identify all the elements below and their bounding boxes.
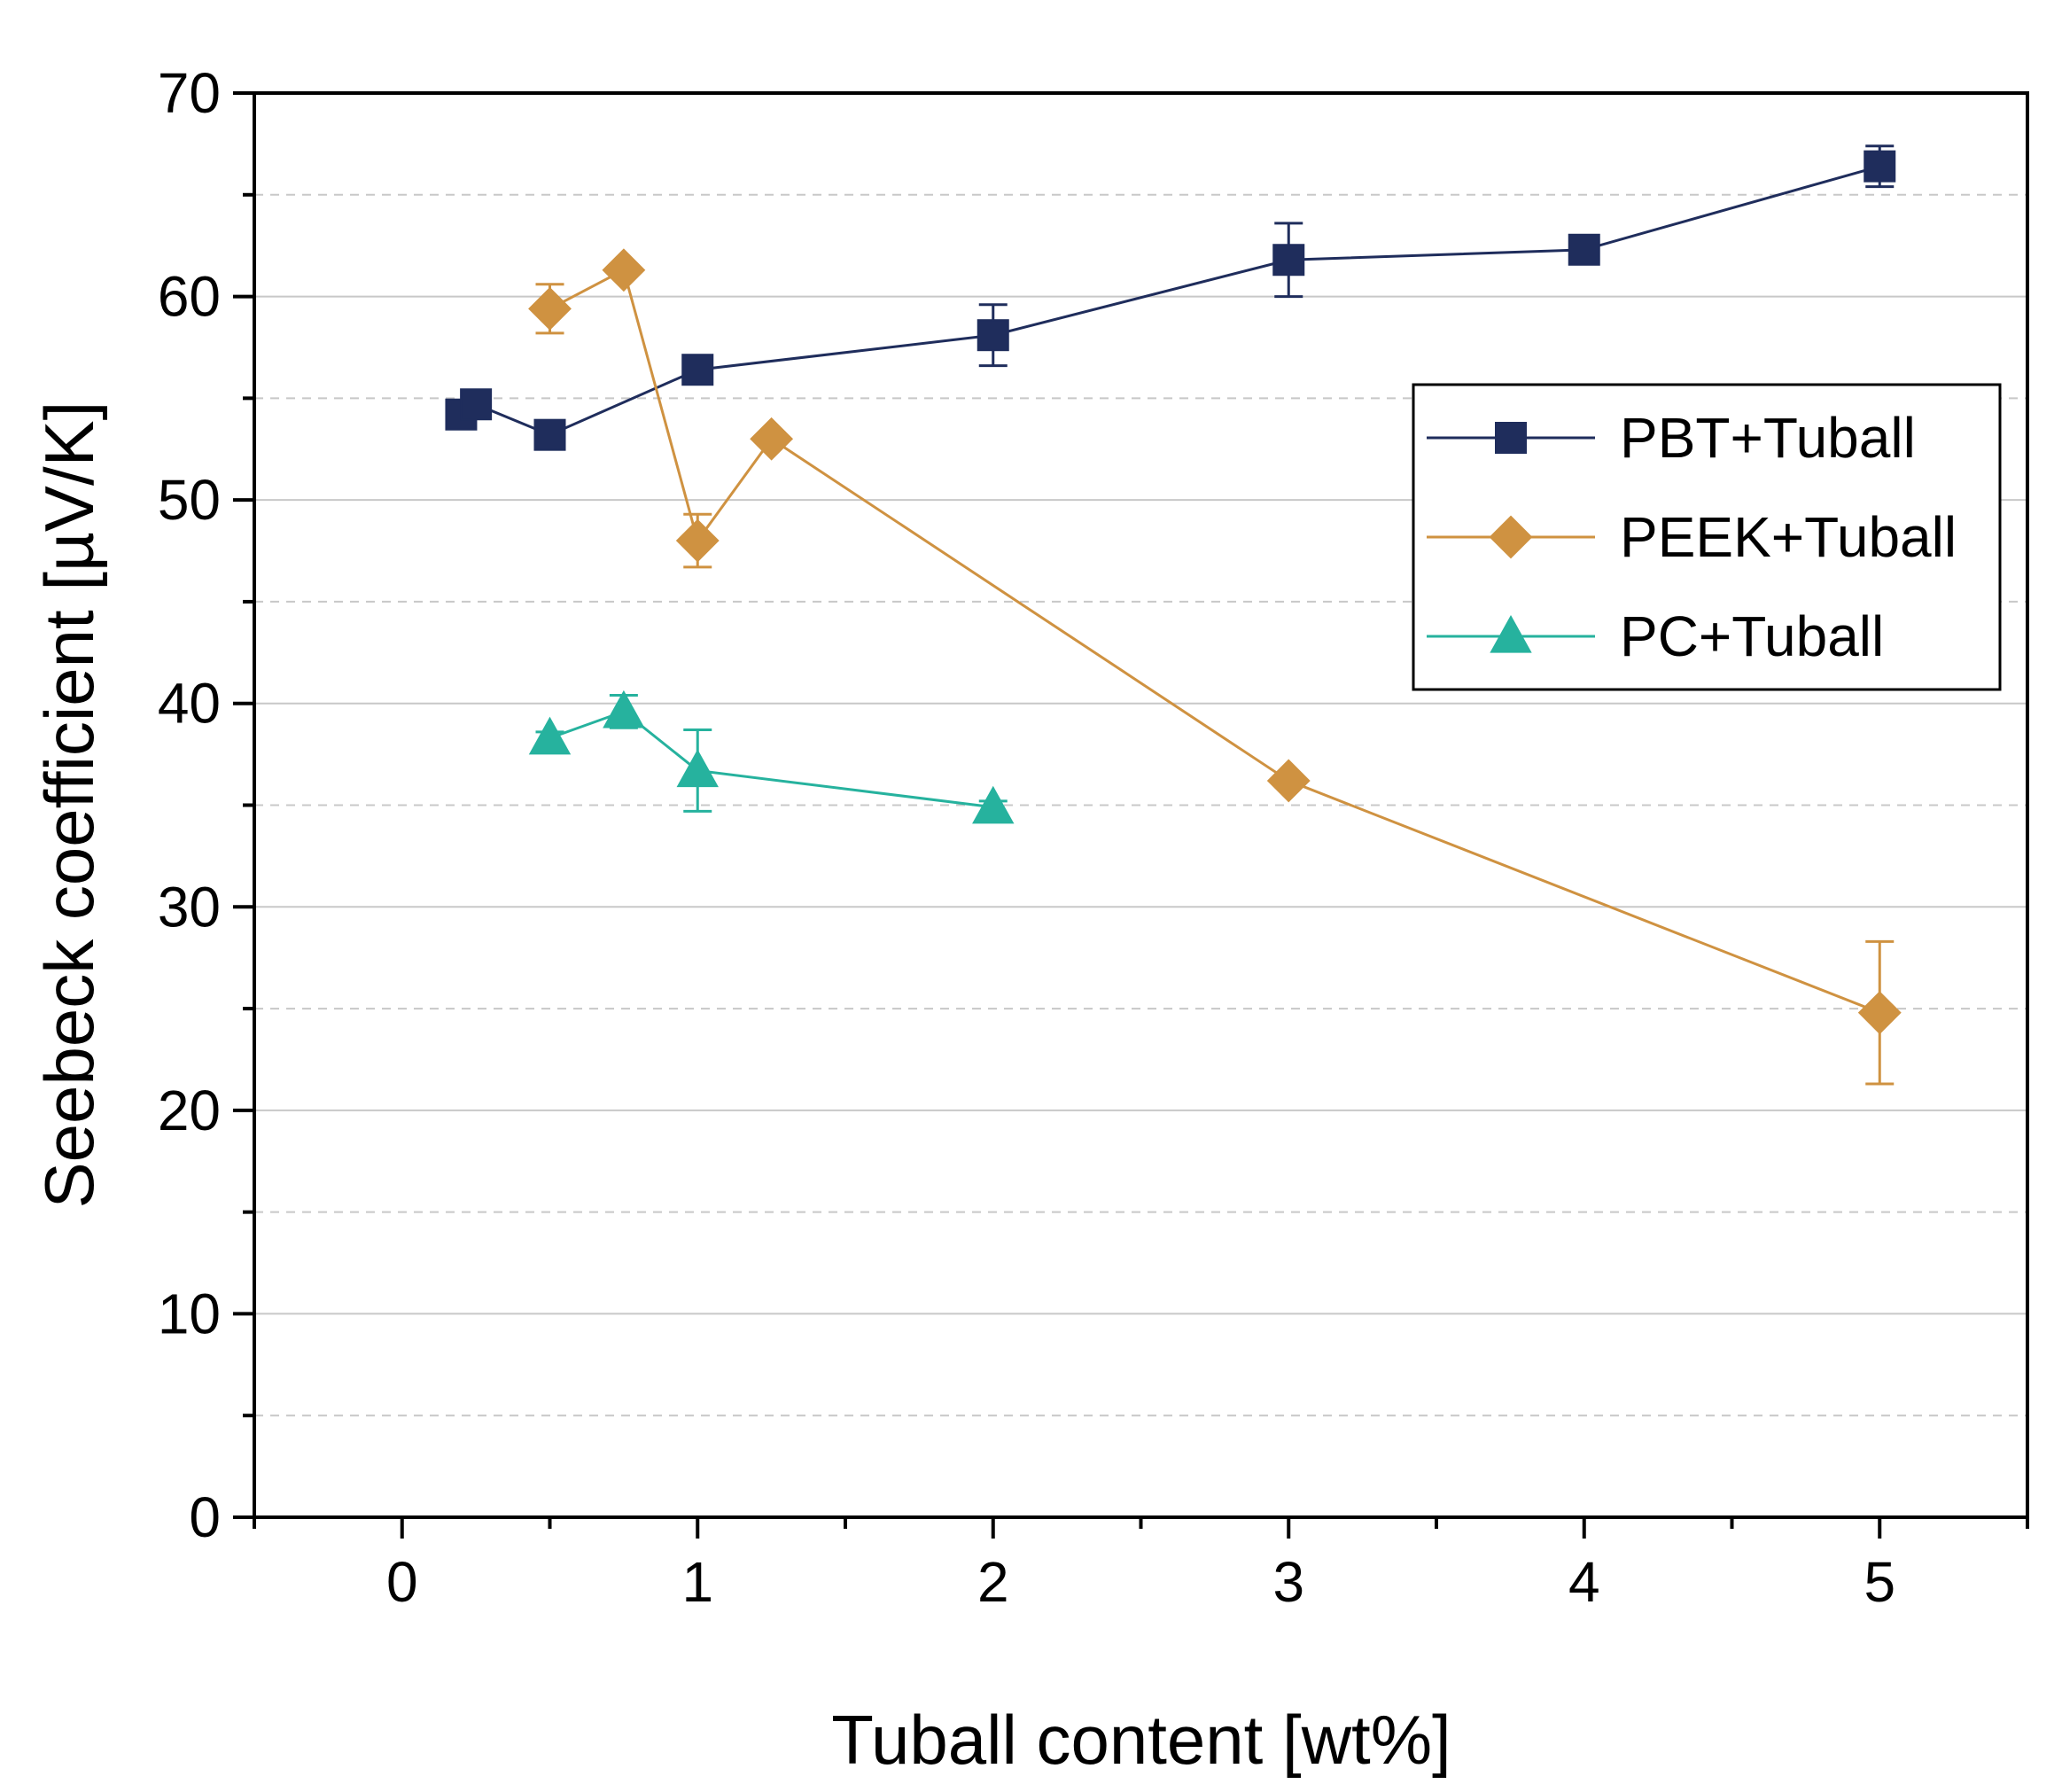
- data-point: [1266, 759, 1311, 803]
- data-point: [1857, 991, 1902, 1035]
- legend-item-pc-tuball: PC+Tuball: [1427, 604, 1884, 668]
- legend-marker: [1489, 515, 1533, 559]
- series-pc-tuball: [528, 690, 1015, 824]
- data-point: [750, 417, 794, 461]
- series-line: [549, 710, 993, 809]
- y-tick-label: 60: [158, 265, 221, 329]
- data-point: [602, 248, 646, 292]
- data-point: [972, 785, 1015, 824]
- plot-series: [445, 144, 1902, 1086]
- legend-marker: [1490, 614, 1532, 653]
- y-tick-label: 0: [189, 1485, 221, 1549]
- data-point: [977, 319, 1009, 352]
- x-tick-label: 3: [1272, 1550, 1304, 1614]
- y-tick-label: 70: [158, 61, 221, 125]
- axes: 0 10 20 30 40 50 60 70 0 1 2 3 4 5: [158, 61, 2029, 1614]
- data-point: [528, 286, 572, 331]
- x-axis-title: Tuball content [wt%]: [831, 1701, 1451, 1779]
- data-point: [675, 518, 720, 563]
- y-tick-label: 10: [158, 1282, 221, 1345]
- x-tick-label: 5: [1864, 1550, 1895, 1614]
- series-pbt-tuball: [445, 144, 1896, 451]
- series-peek-tuball: [528, 248, 1902, 1086]
- x-tick-label: 2: [977, 1550, 1009, 1614]
- legend-marker: [1495, 422, 1527, 454]
- data-point: [1272, 244, 1305, 277]
- legend-label: PEEK+Tuball: [1620, 505, 1957, 569]
- data-point: [533, 418, 566, 451]
- legend-label: PBT+Tuball: [1620, 406, 1916, 470]
- legend-item-peek-tuball: PEEK+Tuball: [1427, 505, 1957, 569]
- legend: PBT+Tuball PEEK+Tuball PC+Tuball: [1412, 383, 2002, 691]
- data-point: [676, 749, 719, 788]
- legend-label: PC+Tuball: [1620, 604, 1884, 668]
- data-point: [1864, 150, 1896, 183]
- grid-lines: [254, 193, 2027, 1417]
- data-point: [603, 690, 645, 728]
- y-axis-title: Seebeck coefficient [µV/K]: [30, 401, 108, 1209]
- y-tick-label: 50: [158, 468, 221, 532]
- data-point: [528, 716, 572, 755]
- y-tick-label: 30: [158, 875, 221, 939]
- data-point: [460, 388, 493, 421]
- x-tick-label: 0: [386, 1550, 418, 1614]
- x-tick-label: 1: [681, 1550, 713, 1614]
- legend-item-pbt-tuball: PBT+Tuball: [1427, 406, 1916, 470]
- data-point: [1568, 233, 1600, 266]
- x-tick-label: 4: [1568, 1550, 1600, 1614]
- data-point: [681, 354, 714, 386]
- y-tick-label: 20: [158, 1079, 221, 1142]
- y-tick-label: 40: [158, 672, 221, 736]
